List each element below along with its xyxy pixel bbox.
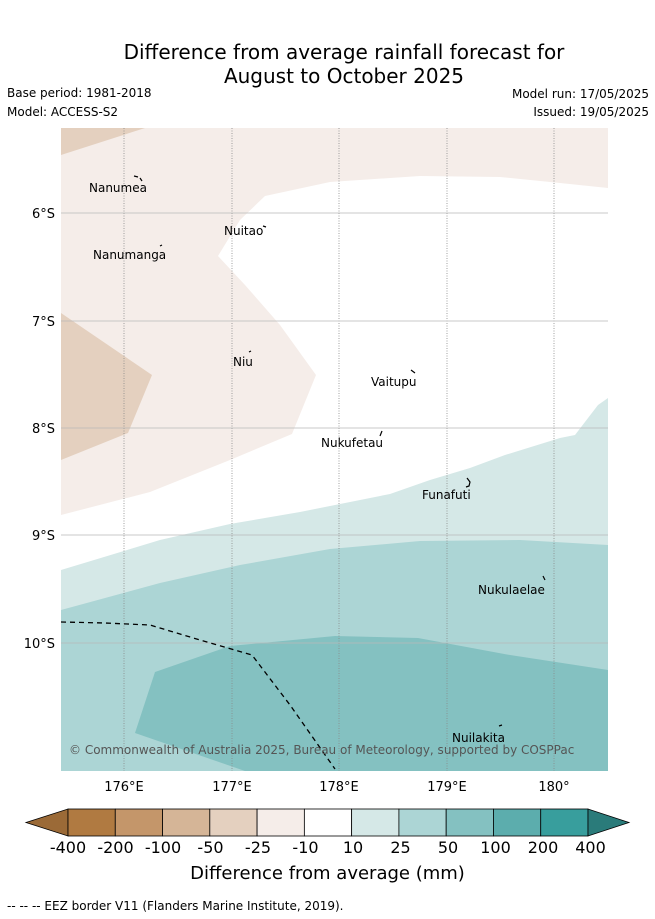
map-regions — [61, 128, 608, 771]
colorbar-swatch — [493, 808, 542, 837]
island-funafuti — [465, 477, 471, 488]
island-nanumanga — [159, 244, 163, 247]
place-label: Nukufetau — [321, 436, 383, 450]
base-period-label: Base period: 1981-2018 — [7, 86, 152, 100]
island-vaitupu — [410, 369, 416, 374]
place-label: Nuilakita — [452, 731, 505, 745]
place-label: Vaitupu — [371, 375, 417, 389]
place-label: Funafuti — [422, 488, 471, 502]
colorbar-swatch — [256, 808, 305, 837]
colorbar-swatch — [351, 808, 400, 837]
place-label: Nukulaelae — [478, 583, 545, 597]
place-label: Nuitao — [224, 224, 263, 238]
region-50-to-100 — [135, 636, 608, 771]
place-label: Niu — [233, 355, 253, 369]
colorbar-tick-label: -50 — [197, 838, 223, 857]
colorbar-tick-label: 10 — [343, 838, 363, 857]
island-nukulaelae — [542, 575, 546, 581]
longitude-labels: 176°E 177°E 178°E 179°E 180° — [104, 780, 569, 795]
lon-label: 179°E — [427, 780, 467, 795]
map-title: Difference from average rainfall forecas… — [0, 40, 655, 88]
colorbar-tick-label: 100 — [480, 838, 511, 857]
copyright-notice: © Commonwealth of Australia 2025, Bureau… — [69, 743, 574, 757]
island-nuilakita — [498, 724, 503, 727]
colorbar-tick-label: -200 — [97, 838, 133, 857]
title-line-1: Difference from average rainfall forecas… — [123, 40, 565, 64]
lon-label: 180° — [538, 780, 569, 795]
region-minus-25-to-50-west — [61, 313, 152, 460]
colorbar-tick-label: -400 — [50, 838, 86, 857]
lat-label: 9°S — [32, 529, 55, 544]
colorbar-extend-high — [587, 808, 631, 837]
colorbar-tick-label: 25 — [390, 838, 410, 857]
colorbar-title: Difference from average (mm) — [190, 863, 465, 884]
lat-label: 8°S — [32, 422, 55, 437]
lat-label: 6°S — [32, 207, 55, 222]
lat-label: 10°S — [24, 637, 55, 652]
island-nuitao — [262, 225, 267, 228]
lat-label: 7°S — [32, 315, 55, 330]
region-minus-25-to-50-north — [61, 128, 145, 155]
model-label: Model: ACCESS-S2 — [7, 105, 119, 119]
colorbar-swatch — [67, 808, 116, 837]
colorbar-swatch — [445, 808, 494, 837]
colorbar-swatch — [303, 808, 353, 837]
lon-label: 178°E — [319, 780, 359, 795]
issued-label: Issued: 19/05/2025 — [533, 105, 649, 119]
place-labels: Nanumea Nuitao Nanumanga Niu Vaitupu Nuk… — [89, 181, 545, 745]
place-label: Nanumea — [89, 181, 147, 195]
lon-label: 176°E — [104, 780, 144, 795]
region-minus-10-to-25 — [61, 128, 608, 515]
colorbar-swatch — [114, 808, 163, 837]
eez-legend: -- -- -- EEZ border V11 (Flanders Marine… — [7, 899, 344, 913]
colorbar-tick-label: 50 — [438, 838, 458, 857]
colorbar-tick-label: -10 — [292, 838, 318, 857]
island-niu — [248, 350, 252, 353]
colorbar-swatch — [209, 808, 258, 837]
island-nukufetau — [379, 430, 383, 437]
islands — [133, 175, 546, 727]
island-nanumea — [133, 175, 143, 182]
colorbar-tick-label: -100 — [145, 838, 181, 857]
colorbar-swatch — [398, 808, 447, 837]
latitude-labels: 6°S 7°S 8°S 9°S 10°S — [24, 207, 55, 652]
colorbar-ticks: -400 -200 -100 -50 -25 -10 10 25 50 100 … — [50, 838, 606, 857]
colorbar-swatch — [162, 808, 211, 837]
latitude-lines — [61, 212, 608, 644]
title-line-2: August to October 2025 — [223, 64, 465, 88]
place-label: Nanumanga — [93, 248, 166, 262]
colorbar-tick-label: 400 — [575, 838, 606, 857]
colorbar-tick-label: 200 — [528, 838, 559, 857]
colorbar-tick-label: -25 — [245, 838, 271, 857]
lon-label: 177°E — [212, 780, 252, 795]
colorbar-extend-low — [24, 808, 69, 837]
colorbar — [24, 808, 631, 837]
colorbar-swatch — [540, 808, 589, 837]
model-run-label: Model run: 17/05/2025 — [511, 87, 649, 101]
gridlines — [123, 128, 555, 771]
